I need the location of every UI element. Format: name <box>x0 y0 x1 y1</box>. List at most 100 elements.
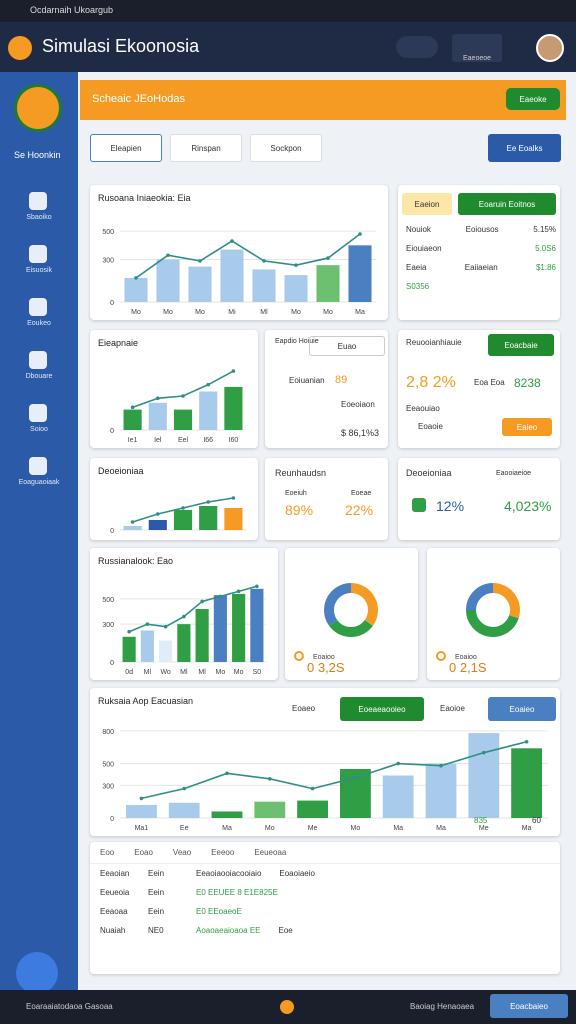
header-cell: Eoao <box>134 848 153 857</box>
avatar[interactable] <box>536 34 564 62</box>
fab[interactable] <box>16 952 58 994</box>
x-tick-label: Mo <box>291 309 301 316</box>
stat-card: Reuooianhiauie Eoacbaie 2,8 2% Eoa Eoa 8… <box>398 330 560 448</box>
bar <box>224 386 243 430</box>
y-tick-label: 800 <box>102 729 114 736</box>
x-tick-label: Eel <box>178 437 189 444</box>
donut-segment <box>329 619 373 637</box>
item: $ 86,1%3 <box>341 428 380 438</box>
x-tick-label: Iel <box>154 437 162 444</box>
x-tick-label: Ml <box>144 669 152 676</box>
bar <box>168 802 200 818</box>
footer-button[interactable]: Eoacbaieo <box>490 994 568 1018</box>
bar <box>188 266 212 302</box>
bar <box>199 506 218 530</box>
y-tick-label: 0 <box>110 528 114 535</box>
select[interactable]: Euao <box>309 336 385 356</box>
control-label: Eaoioe <box>440 704 465 713</box>
chart-card: Deoeioniaa 0 <box>90 458 258 540</box>
chart-title: Eieapnaie <box>98 338 138 348</box>
stat-row: Nouiok Eoiousos 5.15% <box>406 225 556 244</box>
line-point <box>156 512 160 516</box>
value: 12% <box>436 498 465 514</box>
x-tick-label: Ma <box>222 825 232 832</box>
nav-icon[interactable] <box>29 298 47 316</box>
stat-button[interactable]: Eaieo <box>502 418 552 436</box>
toggle[interactable] <box>396 36 438 58</box>
line-point <box>230 239 234 243</box>
footer: Eoaraaiatodaoa Gasoaa Baoiag Henaoaea Eo… <box>0 990 576 1024</box>
tab[interactable]: Eleapien <box>90 134 162 162</box>
bar <box>195 609 209 662</box>
trend-line <box>141 741 527 800</box>
tab[interactable]: Sockpon <box>250 134 322 162</box>
control-label: Eoaeo <box>292 704 316 713</box>
x-tick-label: Mo <box>131 309 141 316</box>
nav-icon[interactable] <box>29 351 47 369</box>
line-point <box>130 520 135 524</box>
sidebar: Se Hoonkin Sbaoiko Eisuosik Eoukeo Dbouare S… <box>0 72 78 994</box>
line-point <box>181 394 185 398</box>
status-bar: Ocdarnaih Ukoargub <box>0 0 576 22</box>
donut-segment <box>492 583 520 619</box>
item: 89 <box>335 374 348 386</box>
header-cell: Eeueoaa <box>254 848 287 857</box>
nav-icon[interactable] <box>29 245 47 263</box>
nav-icon[interactable] <box>29 457 47 475</box>
cell: Aoaoaeaioaoa EE <box>196 926 261 935</box>
tabs-button[interactable]: Ee Eoalks <box>488 134 561 162</box>
header-button[interactable]: Eaeoke <box>506 88 560 110</box>
bar <box>140 630 154 662</box>
stat-card: Deoeioniaa Eaooiaeioe 12% 4,023% <box>398 458 560 540</box>
table-row: Eeaoaa Eein E0 EEoaeoE <box>90 902 560 921</box>
bar <box>220 249 244 302</box>
app-icon[interactable] <box>8 36 32 60</box>
donut-legend: Eoaioo <box>455 654 477 661</box>
stat-text: Eaiiaeian <box>464 263 498 272</box>
brand: Se Hoonkin <box>14 150 61 160</box>
line-point <box>163 624 168 629</box>
nav-icon[interactable] <box>29 404 47 422</box>
line-point <box>200 599 204 604</box>
bar <box>224 508 243 530</box>
x-tick-label: Ma <box>355 309 365 316</box>
line-point <box>218 594 223 599</box>
bar <box>173 409 193 430</box>
stat-button[interactable]: Eoacbaie <box>488 334 554 356</box>
line-point <box>353 775 358 780</box>
blue-button[interactable]: Eoaieo <box>488 697 556 721</box>
tab[interactable]: Rinspan <box>170 134 242 162</box>
bar <box>254 801 286 818</box>
cell: Eeaoiaooiacooiaio <box>196 869 262 878</box>
line-point <box>206 382 210 387</box>
line-point <box>236 589 241 594</box>
trend-line <box>128 585 258 633</box>
line-point <box>225 771 229 776</box>
table-row: Nuaiah NE0 Aoaoaeaioaoa EE Eoe <box>90 921 560 940</box>
green-button[interactable]: Eoeaeaooieo <box>340 697 424 721</box>
bar <box>316 265 340 302</box>
stat-text: Eaeia <box>406 263 427 272</box>
cell: NE0 <box>148 926 164 935</box>
x-tick-label: I66 <box>203 437 213 444</box>
header-cell: Veao <box>172 848 192 857</box>
app-button[interactable]: Eaeoeoe <box>452 34 502 62</box>
x-tick-label: Mo <box>216 669 226 676</box>
x-tick-label: Ma <box>393 825 403 832</box>
bar <box>173 510 193 530</box>
bar <box>148 520 167 530</box>
line-point <box>181 506 185 510</box>
nav-icon[interactable] <box>29 192 47 210</box>
stat-text: Eiouiaeon <box>406 244 442 253</box>
stat-row: Eaeia Eaiiaeian $1.86 <box>406 263 556 282</box>
label: Eoeiuh <box>285 490 307 497</box>
stat-text: Nouiok <box>406 225 431 234</box>
chart-note: 835 <box>474 816 488 825</box>
header-title: Scheaic JEoHodas <box>92 93 185 105</box>
header-bar: Scheaic JEoHodas Eaeoke <box>80 80 566 120</box>
chart-card: Eieapnaie 0 Ie1 Iel Eel I66 I60 <box>90 330 258 448</box>
bar <box>123 409 142 430</box>
y-tick-label: 500 <box>102 762 114 769</box>
stat-button[interactable]: Eoaruin Eoitnos <box>458 193 556 215</box>
bar <box>213 595 227 662</box>
